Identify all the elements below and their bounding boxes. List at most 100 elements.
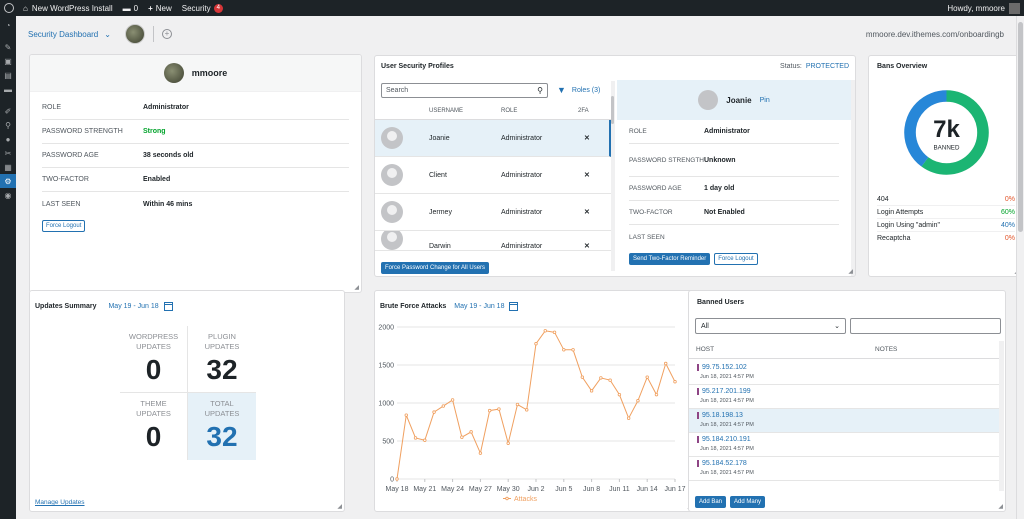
table-row[interactable]: Darwin Administrator ✕ [375, 231, 611, 251]
roles-filter-button[interactable]: ▼ Roles (3) [557, 85, 600, 95]
brute-force-line-chart: 0 500 1000 1500 2000 May 18 May 21 May 24 May 27… [378, 325, 685, 504]
collapse-menu-icon[interactable]: ◉ [4, 190, 12, 200]
ban-date: Jun 18, 2021 4:57 PM [700, 398, 754, 404]
updates-header: Updates Summary May 19 - Jun 18 [35, 302, 173, 311]
force-logout-button[interactable]: Force Logout [42, 220, 86, 232]
x-tick-label: May 24 [441, 486, 464, 493]
site-name-link[interactable]: ⌂ New WordPress Install [18, 0, 118, 16]
calendar-icon[interactable] [509, 302, 519, 311]
resize-handle-icon[interactable]: ◢ [848, 269, 853, 275]
comments-icon[interactable]: ▬ [4, 84, 12, 94]
table-row[interactable]: 95.184.210.191 Jun 18, 2021 4:57 PM [689, 433, 999, 457]
cell-label: TOTAL [210, 399, 234, 408]
brute-force-header: Brute Force Attacks May 19 - Jun 18 [380, 302, 519, 311]
settings-icon[interactable]: ▦ [4, 162, 12, 172]
resize-handle-icon[interactable]: ◢ [998, 504, 1003, 510]
column-header: 2FA [578, 108, 589, 114]
pages-icon[interactable]: ▤ [4, 70, 12, 80]
users-icon[interactable]: ● [5, 134, 11, 144]
ban-type-label: Login Using "admin" [877, 221, 940, 229]
table-row[interactable]: 99.75.152.102 Jun 18, 2021 4:57 PM [689, 361, 999, 385]
avatar[interactable] [1009, 2, 1020, 14]
resize-handle-icon[interactable]: ◢ [354, 285, 359, 291]
add-many-button[interactable]: Add Many [730, 496, 766, 508]
table-row[interactable]: 95.18.198.13 Jun 18, 2021 4:57 PM [689, 409, 999, 433]
data-point [534, 342, 538, 346]
table-row[interactable]: 95.217.201.199 Jun 18, 2021 4:57 PM [689, 385, 999, 409]
wordpress-logo-icon[interactable] [0, 0, 18, 16]
cell-label: UPDATES [204, 342, 240, 351]
avatar [381, 231, 403, 250]
ban-type-pct: 0% [1004, 195, 1015, 203]
appearance-icon[interactable]: ✐ [4, 106, 12, 116]
date-range[interactable]: May 19 - Jun 18 [454, 303, 505, 310]
y-tick-label: 0 [390, 477, 394, 484]
date-range[interactable]: May 19 - Jun 18 [108, 303, 159, 310]
data-point [562, 348, 566, 352]
user-security-profiles-card: User Security Profiles Status: PROTECTED … [374, 55, 856, 277]
new-content-link[interactable]: + New [143, 0, 177, 16]
table-row[interactable]: Client Administrator ✕ [375, 157, 611, 194]
prop-key: TWO-FACTOR [42, 176, 89, 183]
status-text: Status: PROTECTED [780, 63, 849, 70]
cell-value: 32 [206, 354, 238, 385]
comments-link[interactable]: ▬ 0 [118, 0, 143, 16]
security-gear-icon[interactable]: ⚙ [0, 174, 16, 188]
ban-type-row: 404 0% [877, 193, 1015, 206]
username: Darwin [429, 243, 451, 250]
plugins-icon[interactable]: ⚲ [5, 120, 11, 130]
posts-pin-icon[interactable]: ✎ [4, 42, 12, 52]
scrollbar[interactable] [611, 81, 615, 271]
ban-type-label: Login Attempts [877, 208, 924, 216]
data-point [395, 477, 399, 481]
search-input[interactable]: Search ⚲ [381, 83, 548, 98]
dashboard-select[interactable]: Security Dashboard ⌄ [28, 30, 111, 39]
avatar[interactable] [124, 24, 145, 44]
ban-search-input[interactable] [850, 318, 1001, 334]
cell-value: 0 [145, 421, 162, 452]
tools-icon[interactable]: ✂ [4, 148, 12, 158]
ban-filter-select[interactable]: All ⌄ [695, 318, 846, 334]
add-ban-button[interactable]: Add Ban [695, 496, 727, 508]
add-dashboard-icon[interactable]: + [161, 29, 172, 39]
scrollbar[interactable] [999, 341, 1004, 491]
search-placeholder: Search [386, 87, 409, 94]
send-two-factor-reminder-button[interactable]: Send Two-Factor Reminder [629, 253, 711, 265]
data-point [487, 408, 492, 413]
force-logout-button[interactable]: Force Logout [714, 253, 758, 265]
manage-updates-link[interactable]: Manage Updates [35, 499, 85, 506]
avatar [163, 63, 184, 83]
prop-key: LAST SEEN [629, 233, 665, 241]
bans-overview-card: Bans Overview 7k BANNED 404 0% Login Atte… [868, 55, 1022, 277]
resize-handle-icon[interactable]: ◢ [337, 504, 342, 510]
table-row[interactable]: 95.184.52.178 Jun 18, 2021 4:57 PM [689, 457, 999, 481]
page-scrollbar[interactable] [1016, 16, 1024, 519]
cell-label: THEME [140, 399, 167, 408]
howdy-user[interactable]: Howdy, mmoore [947, 3, 1005, 13]
cell-label: UPDATES [136, 409, 171, 418]
media-icon[interactable]: ▣ [4, 56, 12, 66]
pin-link[interactable]: Pin [759, 96, 770, 104]
roles-filter-label: Roles (3) [571, 86, 601, 94]
avatar [381, 201, 403, 223]
status-badge: PROTECTED [805, 63, 849, 70]
force-password-change-button[interactable]: Force Password Change for All Users [381, 262, 490, 274]
ban-host: 95.184.52.178 [697, 460, 747, 467]
detail-row-two-factor: TWO-FACTOR Not Enabled [629, 201, 839, 225]
security-menu-link[interactable]: Security 4 [177, 0, 228, 16]
table-row[interactable]: Joanie Administrator ✕ [375, 120, 611, 157]
ban-host: 95.217.201.199 [697, 388, 751, 395]
data-point [654, 392, 659, 397]
calendar-icon[interactable] [163, 302, 173, 311]
card-title: Updates Summary [35, 303, 97, 310]
ban-date: Jun 18, 2021 4:57 PM [700, 374, 754, 380]
table-row[interactable]: Jermey Administrator ✕ [375, 194, 611, 231]
legend-marker [505, 496, 509, 501]
username: Joanie [429, 134, 450, 142]
scrollbar[interactable] [851, 80, 855, 276]
dashboard-topbar: Security Dashboard ⌄ + mmoore.dev.ithemes… [16, 16, 1016, 52]
close-icon: ✕ [584, 243, 590, 250]
x-tick-label: Jun 11 [609, 486, 630, 493]
dashboard-icon[interactable]: ◔ [5, 20, 11, 30]
legend-label: Attacks [514, 496, 537, 503]
